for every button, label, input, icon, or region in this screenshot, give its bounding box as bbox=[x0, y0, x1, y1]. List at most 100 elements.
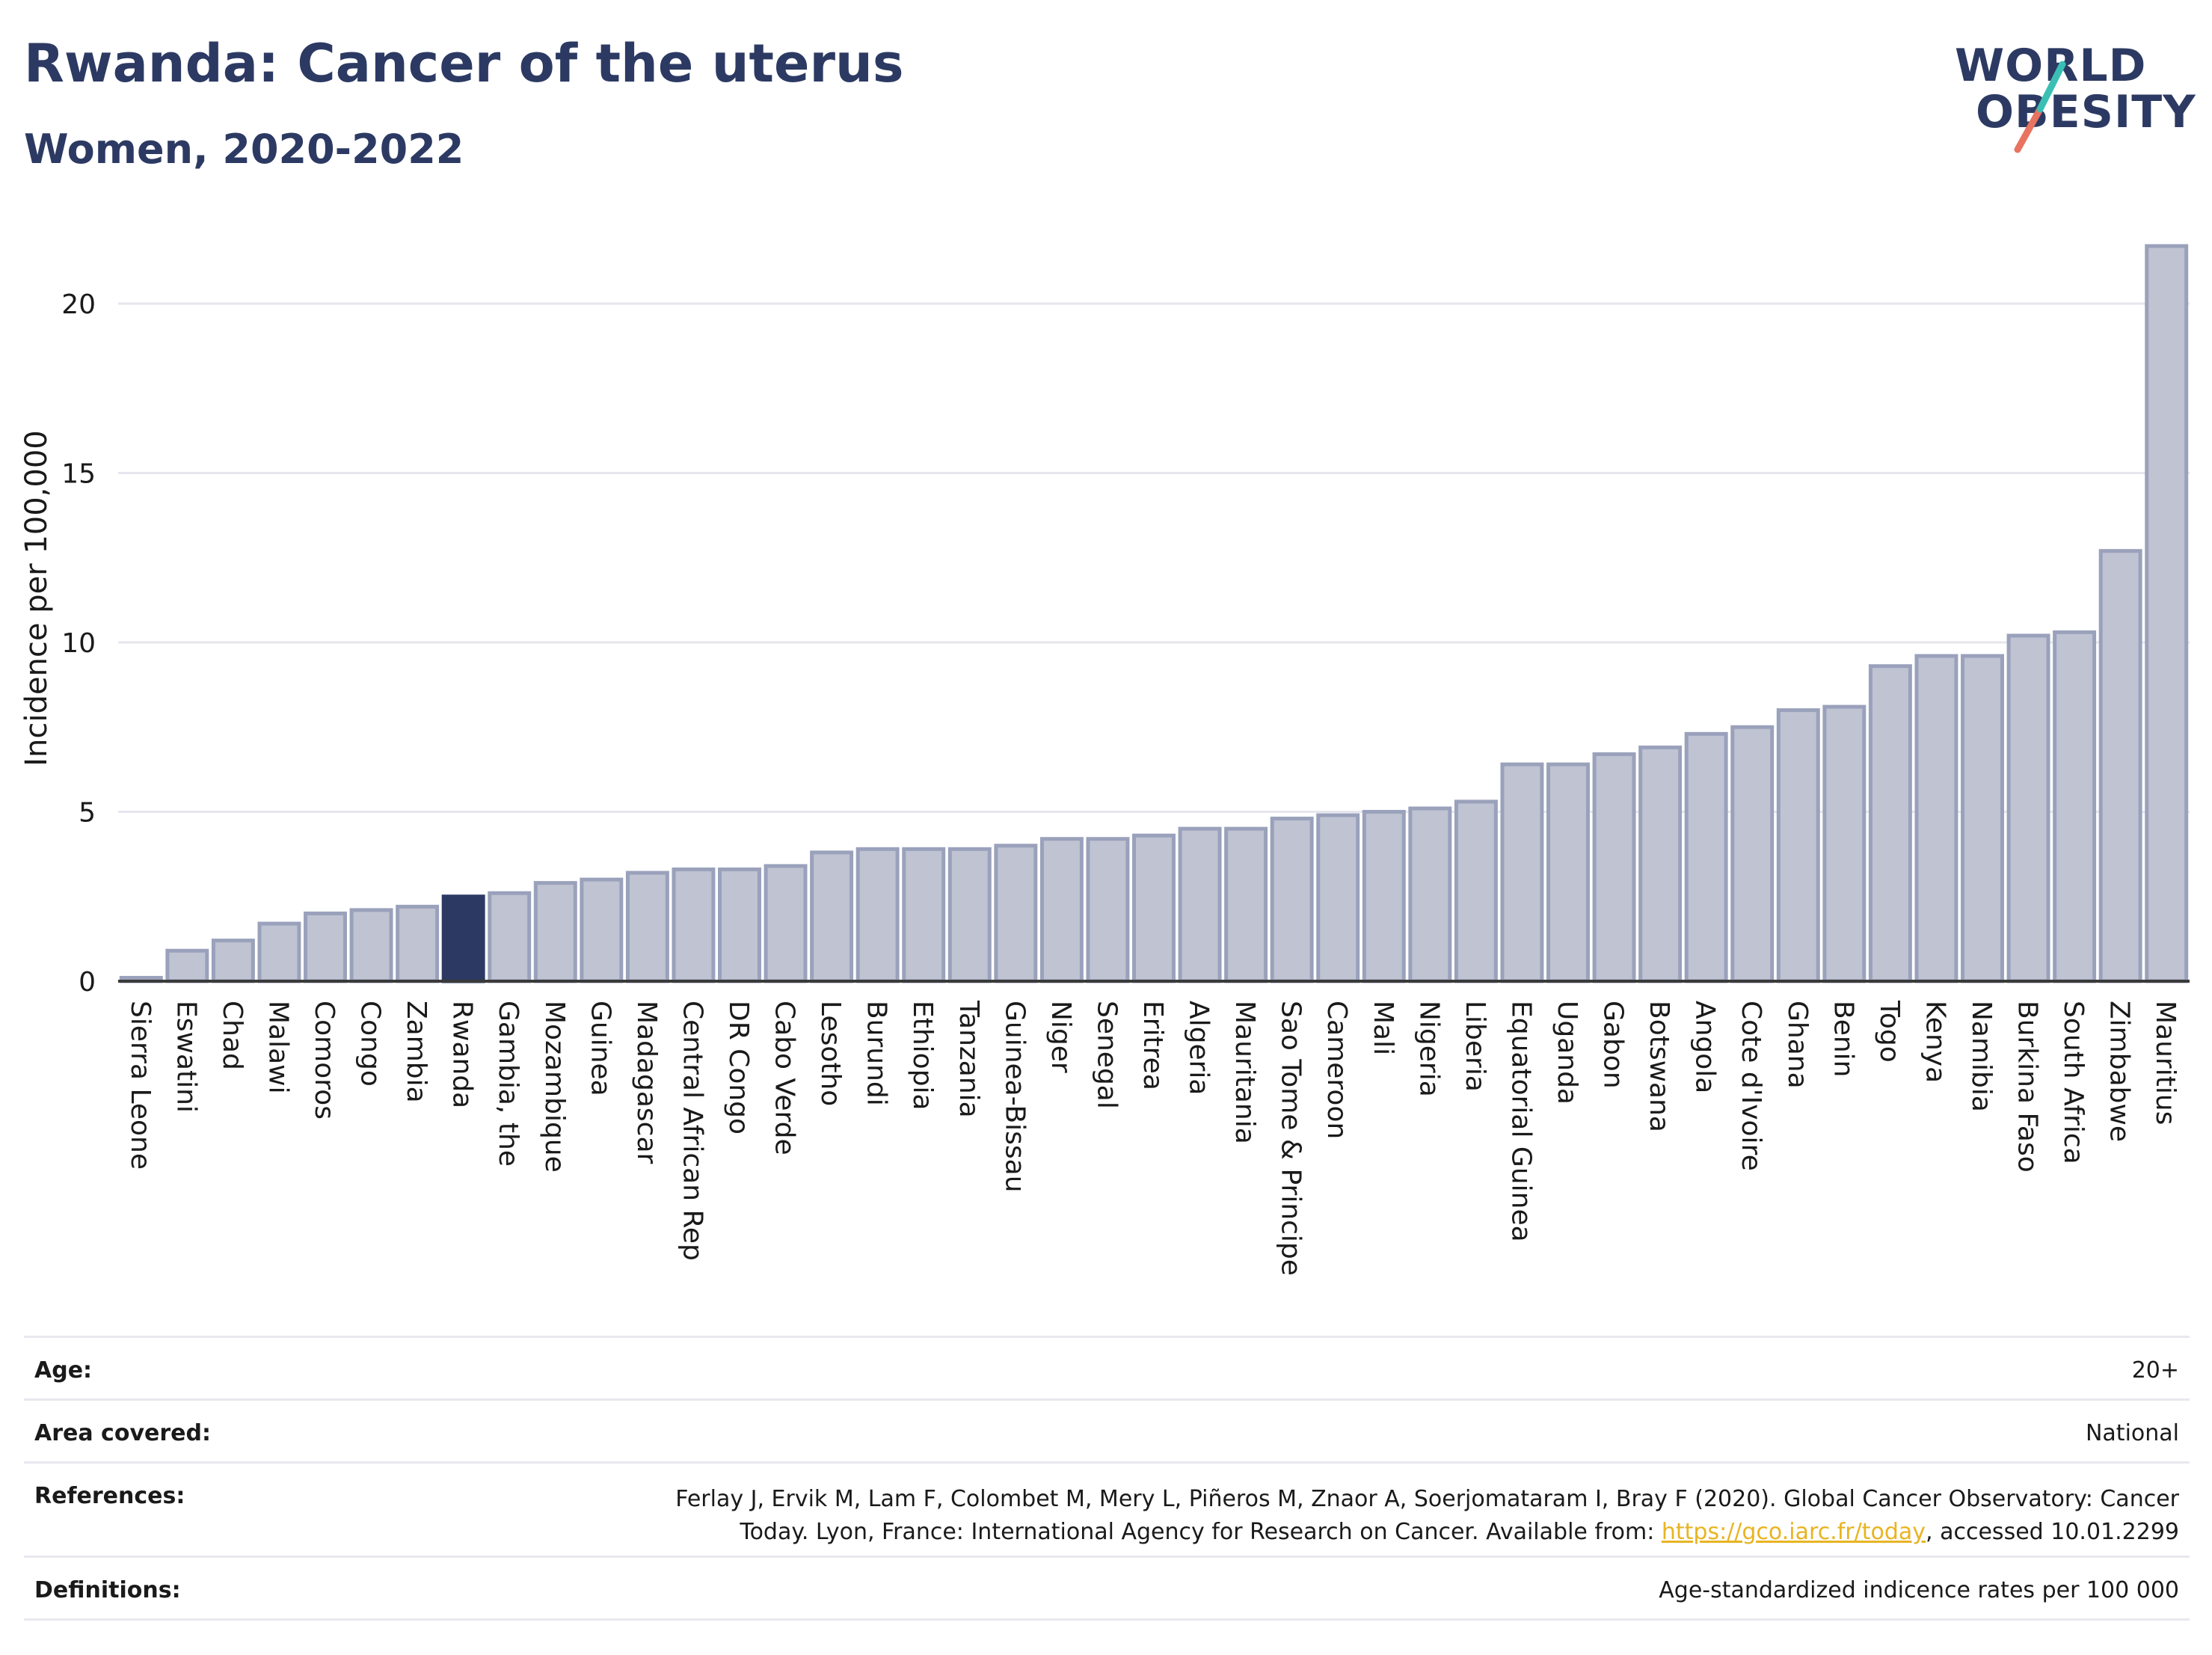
info-row-definitions: Definitions: Age-standardized indicence … bbox=[24, 1558, 2190, 1621]
x-tick-label: Algeria bbox=[1184, 1001, 1214, 1096]
y-tick-label: 10 bbox=[61, 628, 96, 659]
bar-niger bbox=[1039, 837, 1084, 983]
bar-algeria bbox=[1178, 826, 1222, 983]
definitions-label: Definitions: bbox=[34, 1577, 181, 1603]
y-tick-label: 20 bbox=[61, 289, 96, 320]
bar-mozambique bbox=[533, 881, 577, 983]
bar-guinea bbox=[580, 877, 624, 983]
x-tick-label: South Africa bbox=[2058, 1001, 2089, 1164]
x-tick-label: Ghana bbox=[1782, 1001, 1813, 1089]
bar-tanzania bbox=[947, 847, 992, 983]
x-tick-label: Benin bbox=[1828, 1001, 1858, 1077]
bar-madagascar bbox=[625, 871, 669, 983]
bar-botswana bbox=[1638, 745, 1683, 983]
bars bbox=[119, 244, 2189, 983]
bar-cameroon bbox=[1316, 813, 1360, 983]
bar-dr-congo bbox=[718, 868, 761, 983]
bar-congo bbox=[349, 908, 393, 983]
bar-rwanda bbox=[441, 894, 485, 983]
bar-mauritania bbox=[1224, 826, 1268, 983]
bar-eritrea bbox=[1132, 833, 1176, 983]
x-tick-label: Mali bbox=[1368, 1001, 1398, 1055]
x-tick-label: Tanzania bbox=[953, 1000, 984, 1118]
x-tick-label: Angola bbox=[1690, 1001, 1721, 1093]
area-label: Area covered: bbox=[34, 1420, 211, 1446]
x-tick-label: Equatorial Guinea bbox=[1505, 1001, 1536, 1242]
x-tick-label: Lesotho bbox=[815, 1001, 846, 1106]
bar-central-african-rep bbox=[672, 868, 716, 983]
references-line-2-prefix: Today. Lyon, France: International Agenc… bbox=[740, 1519, 1662, 1545]
info-row-area: Area covered: National bbox=[24, 1401, 2190, 1464]
x-tick-label: Guinea bbox=[585, 1001, 615, 1096]
bar-malawi bbox=[257, 921, 301, 983]
bar-guinea-bissau bbox=[994, 844, 1038, 983]
x-tick-label: Sao Tome & Principe bbox=[1276, 1001, 1306, 1276]
x-tick-label: Gambia, the bbox=[493, 1001, 523, 1167]
bar-togo bbox=[1868, 664, 1912, 983]
y-tick-label: 15 bbox=[61, 459, 96, 490]
bar-cote-d-ivoire bbox=[1730, 725, 1775, 983]
bar-ghana bbox=[1776, 708, 1820, 983]
y-axis-label: Incidence per 100,000 bbox=[19, 430, 54, 767]
area-value: National bbox=[2085, 1420, 2179, 1446]
bar-nigeria bbox=[1408, 806, 1452, 983]
x-tick-label: Kenya bbox=[1920, 1001, 1950, 1083]
info-row-age: Age: 20+ bbox=[24, 1338, 2190, 1401]
world-obesity-logo: WORLD OBESITY bbox=[1952, 37, 2199, 157]
bar-lesotho bbox=[810, 850, 854, 983]
x-tick-label: Comoros bbox=[309, 1001, 340, 1120]
logo-line-2: OBESITY bbox=[1976, 86, 2196, 138]
logo-slash-icon bbox=[2014, 61, 2066, 153]
references-line-2-suffix: , accessed 10.01.2299 bbox=[1926, 1519, 2179, 1545]
x-tick-label: DR Congo bbox=[723, 1001, 754, 1134]
x-tick-label: Mozambique bbox=[539, 1001, 570, 1173]
x-tick-label: Zambia bbox=[401, 1001, 431, 1103]
x-tick-label: Eritrea bbox=[1137, 1001, 1168, 1090]
bar-chad bbox=[211, 939, 255, 983]
bar-uganda bbox=[1546, 762, 1590, 983]
x-tick-label: Mauritius bbox=[2150, 1001, 2181, 1125]
x-tick-label: Namibia bbox=[1966, 1001, 1997, 1112]
bar-burkina-faso bbox=[2006, 633, 2050, 983]
x-tick-label: Nigeria bbox=[1413, 1001, 1444, 1097]
x-tick-label: Cote d'Ivoire bbox=[1736, 1001, 1766, 1171]
bar-angola bbox=[1684, 731, 1728, 983]
bar-benin bbox=[1822, 704, 1867, 983]
age-label: Age: bbox=[34, 1357, 93, 1384]
references-value: Ferlay J, Ervik M, Lam F, Colombet M, Me… bbox=[534, 1483, 2179, 1549]
age-value: 20+ bbox=[2131, 1357, 2179, 1384]
x-tick-label: Cameroon bbox=[1321, 1001, 1352, 1139]
references-label: References: bbox=[34, 1483, 185, 1509]
bar-cabo-verde bbox=[764, 864, 808, 983]
bar-gambia-the bbox=[488, 891, 532, 983]
references-line-2: Today. Lyon, France: International Agenc… bbox=[534, 1516, 2179, 1549]
x-tick-label: Burundi bbox=[861, 1001, 892, 1106]
x-tick-label: Uganda bbox=[1552, 1001, 1582, 1105]
x-tick-label: Ethiopia bbox=[907, 1001, 938, 1111]
x-tick-label: Rwanda bbox=[447, 1001, 478, 1108]
bar-south-africa bbox=[2053, 630, 2097, 983]
bar-chart: 0 5 10 15 20 Incidence per 100,000 Sierra Leon… bbox=[19, 244, 2190, 1276]
x-tick-label: Niger bbox=[1045, 1001, 1076, 1073]
tick-labels: 0 5 10 15 20 Incidence per 100,000 Sierra Leon… bbox=[19, 289, 2181, 1276]
y-tick-label: 5 bbox=[79, 798, 96, 829]
x-tick-label: Senegal bbox=[1091, 1001, 1122, 1109]
x-tick-label: Eswatini bbox=[170, 1001, 201, 1113]
references-link[interactable]: https://gco.iarc.fr/today bbox=[1661, 1519, 1926, 1545]
x-tick-label: Cabo Verde bbox=[769, 1001, 800, 1155]
x-tick-label: Sierra Leone bbox=[125, 1001, 156, 1170]
bar-comoros bbox=[304, 911, 347, 983]
x-tick-label: Guinea-Bissau bbox=[999, 1001, 1030, 1193]
chart-subtitle: Women, 2020-2022 bbox=[24, 126, 464, 173]
x-tick-label: Liberia bbox=[1460, 1001, 1490, 1092]
x-tick-label: Botswana bbox=[1644, 1001, 1674, 1132]
bar-zambia bbox=[396, 904, 440, 983]
info-row-references: References: Ferlay J, Ervik M, Lam F, Co… bbox=[24, 1464, 2190, 1558]
bar-zimbabwe bbox=[2098, 549, 2142, 983]
bar-gabon bbox=[1592, 752, 1636, 983]
bar-kenya bbox=[1914, 654, 1958, 983]
chart-title: Rwanda: Cancer of the uterus bbox=[24, 33, 904, 94]
y-tick-label: 0 bbox=[79, 967, 96, 998]
x-tick-label: Congo bbox=[355, 1001, 386, 1087]
bar-ethiopia bbox=[902, 847, 946, 983]
